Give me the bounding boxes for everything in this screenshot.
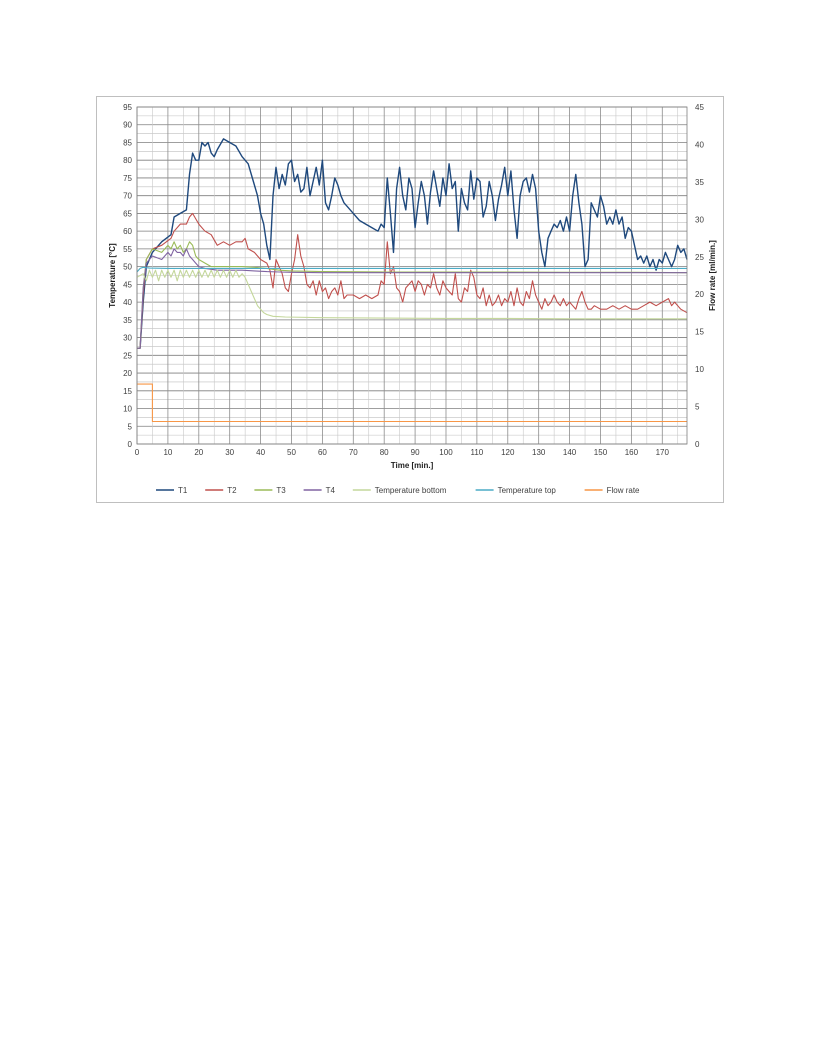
y2-tick-label: 15 bbox=[695, 328, 704, 337]
legend-label-temperature-top: Temperature top bbox=[498, 486, 557, 495]
y-tick-label: 30 bbox=[123, 334, 132, 343]
legend-label-t4: T4 bbox=[326, 486, 336, 495]
plot-area-border bbox=[136, 106, 688, 445]
x-tick-label: 60 bbox=[318, 448, 327, 457]
y-tick-label: 65 bbox=[123, 209, 132, 218]
legend-label-flow-rate: Flow rate bbox=[607, 486, 640, 495]
legend-label-t1: T1 bbox=[178, 486, 188, 495]
y-tick-label: 90 bbox=[123, 121, 132, 130]
y2-tick-label: 30 bbox=[695, 215, 704, 224]
legend-label-t3: T3 bbox=[276, 486, 286, 495]
y-tick-label: 15 bbox=[123, 387, 132, 396]
y-tick-label: 95 bbox=[123, 103, 132, 112]
series-line-t4 bbox=[137, 248, 687, 349]
series-line-flow-rate bbox=[137, 383, 687, 423]
chart-frame: 0 5 10 15 20 25 30 35 40 45 50 55 60 65 70 75 80 85 90 95 0 5… bbox=[96, 96, 724, 503]
x-tick-label: 170 bbox=[656, 448, 670, 457]
y2-tick-label: 0 bbox=[695, 440, 700, 449]
y-tick-label: 80 bbox=[123, 156, 132, 165]
series-line-temperature-top bbox=[136, 266, 687, 273]
x-tick-label: 140 bbox=[563, 448, 577, 457]
x-tick-label: 0 bbox=[135, 448, 140, 457]
y-tick-label: 25 bbox=[123, 351, 132, 360]
series-line-t1 bbox=[137, 138, 688, 349]
y-tick-label: 45 bbox=[123, 280, 132, 289]
y-tick-label: 40 bbox=[123, 298, 132, 307]
y2-tick-label: 45 bbox=[695, 103, 704, 112]
series-line-t3 bbox=[137, 241, 688, 349]
y2-tick-label: 5 bbox=[695, 403, 700, 412]
x-tick-label: 160 bbox=[625, 448, 639, 457]
legend-label-temperature-bottom: Temperature bottom bbox=[375, 486, 447, 495]
y-tick-label: 55 bbox=[123, 245, 132, 254]
x-tick-label: 10 bbox=[163, 448, 172, 457]
x-tick-label: 130 bbox=[532, 448, 546, 457]
x-tick-label: 110 bbox=[471, 448, 484, 457]
x-tick-label: 70 bbox=[349, 448, 358, 457]
series-line-temperature-bottom bbox=[136, 269, 687, 320]
plot-series bbox=[136, 138, 688, 423]
y2-tick-label: 25 bbox=[695, 253, 704, 262]
y-tick-label: 20 bbox=[123, 369, 132, 378]
y2-tick-label: 10 bbox=[695, 365, 704, 374]
chart-svg: 0510152025303540455055606570758085909505… bbox=[108, 103, 717, 495]
y-tick-label: 0 bbox=[128, 440, 133, 449]
x-tick-label: 80 bbox=[380, 448, 389, 457]
series-line-t2 bbox=[137, 212, 688, 349]
y-tick-label: 75 bbox=[123, 174, 132, 183]
x-tick-label: 120 bbox=[501, 448, 515, 457]
y-axis-title: Temperature [°C] bbox=[108, 243, 117, 308]
y2-tick-label: 20 bbox=[695, 290, 704, 299]
y-tick-label: 85 bbox=[123, 138, 132, 147]
legend: T1 T2 T3 T4 Temperature bottom Temperature to… bbox=[156, 486, 640, 495]
x-tick-label: 20 bbox=[194, 448, 203, 457]
y-tick-label: 10 bbox=[123, 405, 132, 414]
y-tick-label: 5 bbox=[128, 422, 133, 431]
y-tick-label: 60 bbox=[123, 227, 132, 236]
x-tick-label: 50 bbox=[287, 448, 296, 457]
y2-tick-label: 40 bbox=[695, 140, 704, 149]
y2-tick-label: 35 bbox=[695, 178, 704, 187]
axis-frame bbox=[136, 106, 688, 445]
ticks: 0510152025303540455055606570758085909505… bbox=[123, 103, 704, 457]
x-tick-label: 90 bbox=[411, 448, 420, 457]
x-tick-label: 100 bbox=[439, 448, 453, 457]
y2-axis-title: Flow rate [ml/min.] bbox=[708, 240, 717, 311]
x-tick-label: 30 bbox=[225, 448, 234, 457]
x-tick-label: 150 bbox=[594, 448, 608, 457]
y-tick-label: 70 bbox=[123, 192, 132, 201]
x-axis-title: Time [min.] bbox=[391, 461, 434, 470]
y-tick-label: 50 bbox=[123, 263, 132, 272]
legend-label-t2: T2 bbox=[227, 486, 237, 495]
x-tick-label: 40 bbox=[256, 448, 265, 457]
y-tick-label: 35 bbox=[123, 316, 132, 325]
